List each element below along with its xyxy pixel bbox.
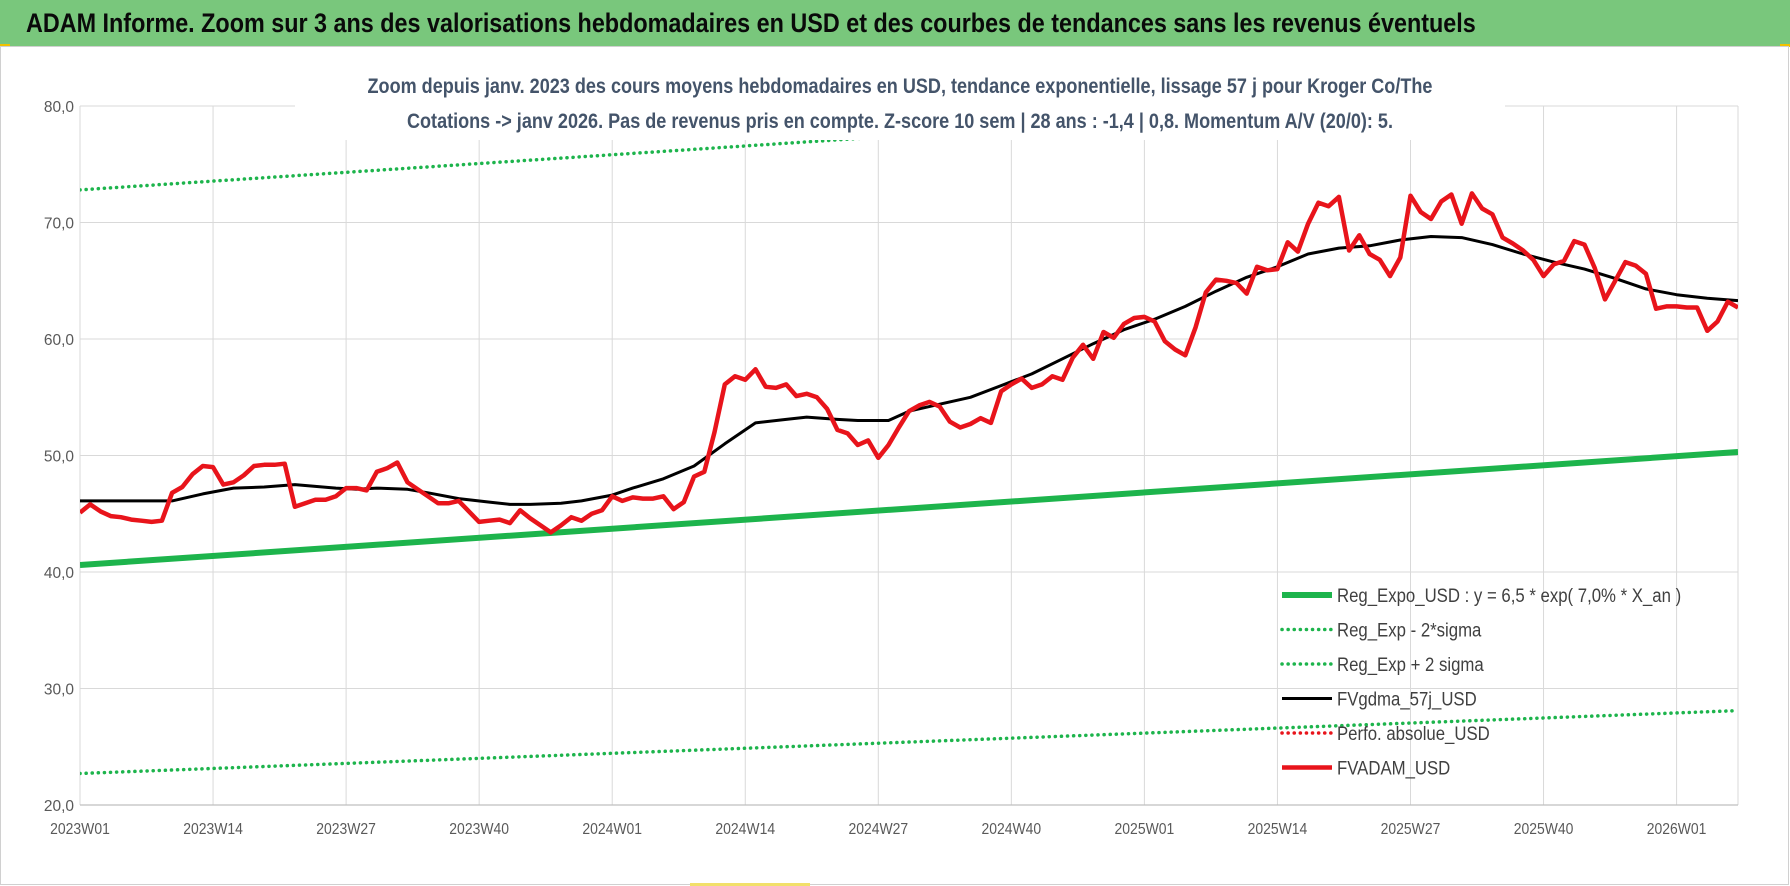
series-line-reg-exp-2-sigma <box>80 708 1738 776</box>
x-tick-label: 2026W01 <box>1647 821 1707 838</box>
legend-label: Reg_Expo_USD : y = 6,5 * exp( 7,0% * X_a… <box>1337 585 1681 608</box>
series-line-fvadam-usd <box>80 191 1738 535</box>
bottom-tab-mark <box>690 883 810 886</box>
x-tick-label: 2023W01 <box>50 821 110 838</box>
x-tick-label: 2023W40 <box>449 821 509 838</box>
x-tick-label: 2023W27 <box>316 821 376 838</box>
chart-title-line-1: Zoom depuis janv. 2023 des cours moyens … <box>368 75 1433 99</box>
x-tick-label: 2025W01 <box>1115 821 1175 838</box>
x-tick-label: 2024W14 <box>715 821 775 838</box>
y-tick-label: 30,0 <box>44 682 75 699</box>
grid <box>79 105 1739 806</box>
series-line-fvgdma-57j-usd <box>80 235 1738 506</box>
legend: Reg_Expo_USD : y = 6,5 * exp( 7,0% * X_a… <box>1280 585 1681 780</box>
header-banner: ADAM Informe. Zoom sur 3 ans des valoris… <box>0 0 1790 47</box>
legend-label: FVADAM_USD <box>1337 757 1450 780</box>
corner-mark-left <box>0 44 10 47</box>
y-tick-label: 50,0 <box>44 449 75 466</box>
y-tick-label: 20,0 <box>44 798 75 815</box>
y-tick-label: 80,0 <box>44 99 75 116</box>
chart-title-block: Zoom depuis janv. 2023 des cours moyens … <box>295 66 1505 140</box>
page-title: ADAM Informe. Zoom sur 3 ans des valoris… <box>26 8 1476 38</box>
series-line-reg-expo-usd-y-6-5-exp-7-0-x-an <box>80 449 1738 568</box>
y-tick-label: 60,0 <box>44 332 75 349</box>
y-tick-label: 40,0 <box>44 565 75 582</box>
legend-label: Perfo. absolue_USD <box>1337 723 1490 746</box>
axes: 20,0 30,0 40,0 50,0 60,0 70,0 80,0 2023W01 2023W… <box>44 99 1738 838</box>
x-tick-label: 2025W27 <box>1381 821 1441 838</box>
chart-title-line-2: Cotations -> janv 2026. Pas de revenus p… <box>407 110 1393 134</box>
legend-label: FVgdma_57j_USD <box>1337 688 1477 711</box>
legend-label: Reg_Exp - 2*sigma <box>1337 619 1482 642</box>
chart-title-background <box>295 66 1505 140</box>
y-tick-label: 70,0 <box>44 216 75 233</box>
x-tick-label: 2024W27 <box>848 821 908 838</box>
legend-label: Reg_Exp + 2 sigma <box>1337 654 1485 677</box>
x-tick-label: 2025W40 <box>1514 821 1574 838</box>
chart-frame <box>0 46 1789 885</box>
x-tick-label: 2024W01 <box>582 821 642 838</box>
corner-mark-right <box>1780 44 1790 47</box>
x-tick-label: 2023W14 <box>183 821 243 838</box>
x-tick-label: 2024W40 <box>982 821 1042 838</box>
x-tick-label: 2025W14 <box>1248 821 1308 838</box>
